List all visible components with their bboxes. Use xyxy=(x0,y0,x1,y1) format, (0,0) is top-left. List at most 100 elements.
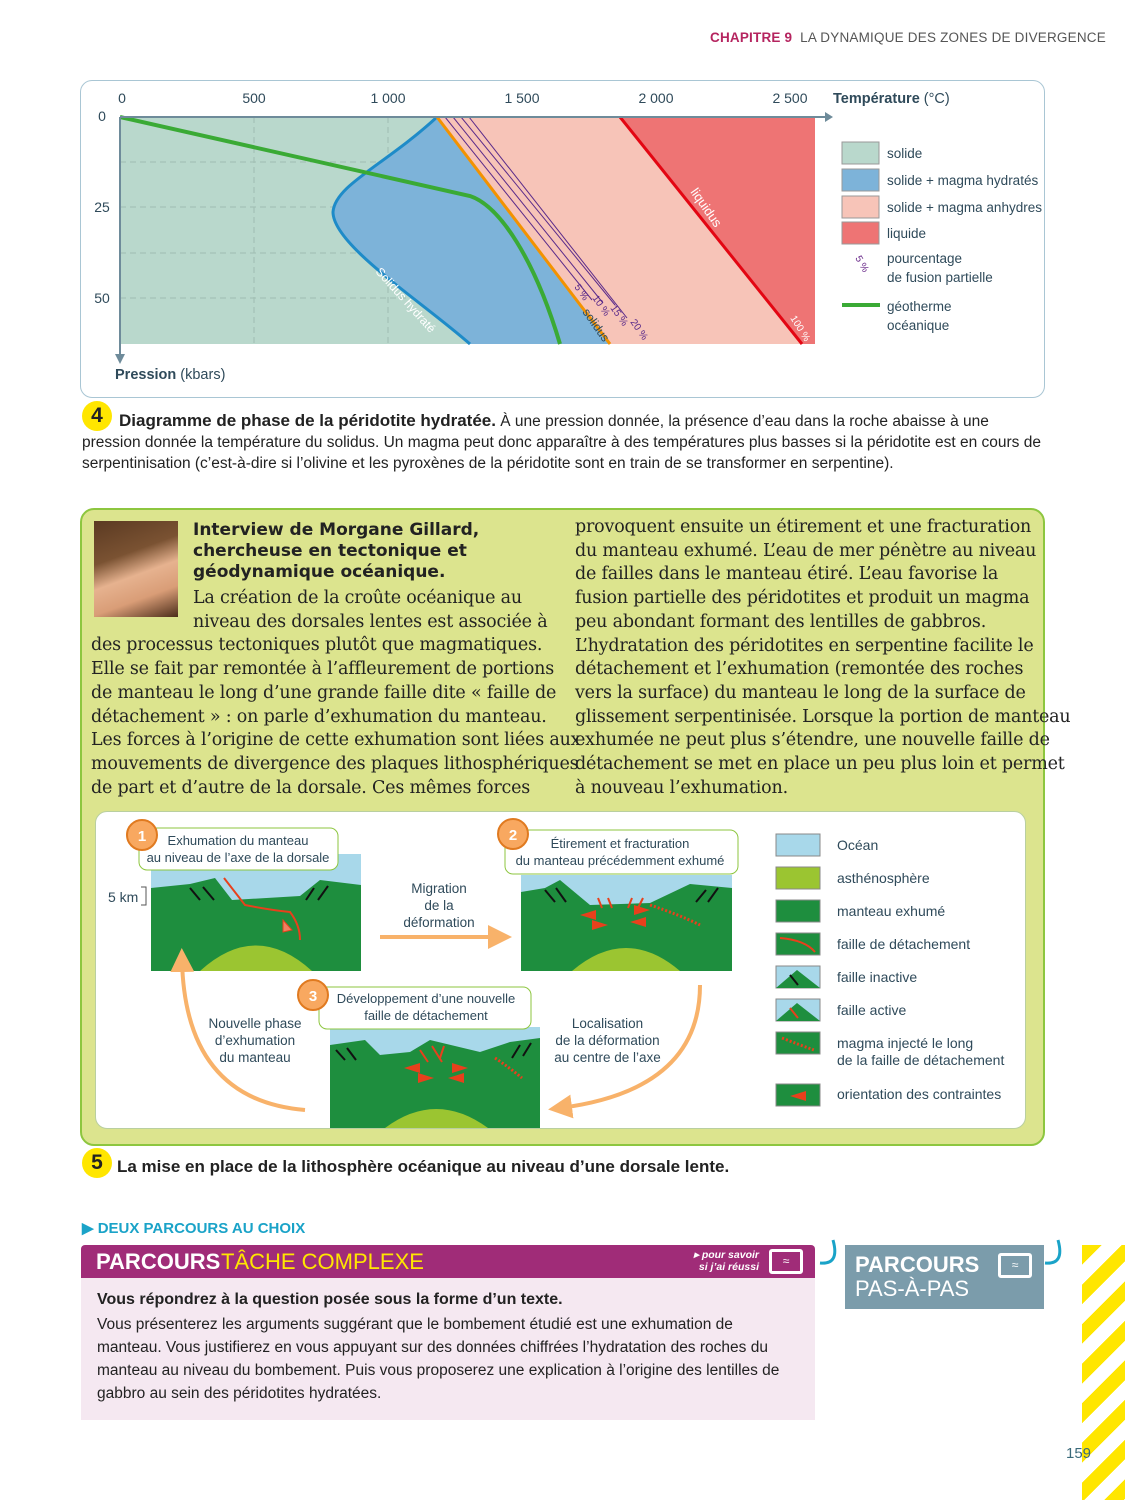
legend-label: Océan xyxy=(837,837,879,853)
solidus-curve xyxy=(435,116,612,345)
curved-arrow-icons xyxy=(819,1239,1062,1265)
text-line: géodynamique océanique. xyxy=(193,562,446,582)
legend-label: solide + magma hydratés xyxy=(887,173,1038,188)
text-line: détachement et l’exhumation (remontée de… xyxy=(575,659,1024,680)
self-check-link[interactable]: ▸ pour savoir si j’ai réussi xyxy=(693,1249,759,1273)
document-caption: Diagramme de phase de la péridotite hydr… xyxy=(82,410,1042,474)
parcours-complexe-body: Vous répondrez à la question posée sous … xyxy=(81,1278,815,1420)
panel-1 xyxy=(151,854,361,971)
text-line: du manteau exhumé. L’eau de mer pénètre … xyxy=(575,540,1037,561)
text-line: de part et d’autre de la dorsale. Ces mê… xyxy=(91,777,531,798)
legend-swatch-anhydres xyxy=(841,195,880,219)
legend-label: solide xyxy=(887,146,922,161)
text-line: vers la surface) du manteau le long de l… xyxy=(575,682,1026,703)
scale-bar xyxy=(141,886,147,906)
legend: solide solide + magma hydratés solide + … xyxy=(841,141,1042,333)
phase-diagram: 0 500 1 000 1 500 2 000 2 500 0 25 50 Te… xyxy=(94,90,1042,383)
portrait-photo xyxy=(94,521,178,617)
x-tick: 1 000 xyxy=(370,90,405,106)
text-line: glissement serpentinisée. Lorsque la por… xyxy=(575,706,1071,727)
caption-title: Diagramme de phase de la péridotite hydr… xyxy=(119,411,496,430)
x-tick: 2 000 xyxy=(638,90,673,106)
geotherme-curve xyxy=(119,115,562,345)
text-line: de failles dans le manteau étiré. L’eau … xyxy=(575,564,999,585)
step-1-box: 1 Exhumation du manteau au niveau de l’a… xyxy=(126,819,339,871)
text-line: détachement se met en place un peu plus … xyxy=(575,754,1065,774)
x-tick: 0 xyxy=(118,90,126,106)
chapter-header: CHAPITRE 9 LA DYNAMIQUE DES ZONES DE DIV… xyxy=(710,30,1106,45)
x-axis-arrow xyxy=(825,112,833,122)
x-tick: 500 xyxy=(242,90,266,106)
fusion-percentage-lines xyxy=(444,116,628,319)
step-title: faille de détachement xyxy=(364,1008,488,1023)
legend-swatch-liquide xyxy=(841,221,880,245)
legend-label: asthénosphère xyxy=(837,870,930,886)
legend-symbol-fusion: 5 % xyxy=(852,254,870,275)
step-number: 2 xyxy=(509,827,517,844)
y-axis-label: Pression (kbars) xyxy=(115,367,225,383)
text-line: exhumée ne peut plus s’étendre, une nouv… xyxy=(575,730,1050,751)
document-number-badge: 5 xyxy=(82,1148,112,1178)
legend-label: magma injecté le long de la faille de dét… xyxy=(837,1035,1005,1068)
parcours-title-light: TÂCHE COMPLEXE xyxy=(221,1249,424,1274)
text-line: à nouveau l’exhumation. xyxy=(575,777,788,798)
parcours-heading: ▶ DEUX PARCOURS AU CHOIX xyxy=(82,1220,306,1237)
text-line: mouvements de divergence des plaques lit… xyxy=(91,753,579,774)
legend-label: de fusion partielle xyxy=(887,270,993,285)
legend-label: faille de détachement xyxy=(837,936,971,952)
parcours-instructions: Vous présenterez les arguments suggérant… xyxy=(97,1316,780,1402)
text-line: Les forces à l’origine de cette exhumati… xyxy=(91,730,581,751)
text-line: L’hydratation des péridotites en serpent… xyxy=(575,635,1034,656)
text-line: peu abondant formant des lentilles de ga… xyxy=(575,611,987,632)
step-3-box: 3 Développement d’une nouvelle faille de… xyxy=(297,979,532,1030)
solidus-hydrate-curve xyxy=(331,115,471,346)
text-line: chercheuse en tectonique et xyxy=(193,541,467,561)
text-line: des processus tectoniques plutôt que mag… xyxy=(91,635,543,656)
liquidus-curve xyxy=(618,116,804,345)
chapter-number: CHAPITRE 9 xyxy=(710,30,793,45)
step-number: 1 xyxy=(138,828,146,845)
legend-label: géotherme xyxy=(887,299,952,314)
text-line: fusion partielle des péridotites et prod… xyxy=(575,588,1030,609)
pas-a-pas-title: PARCOURS xyxy=(855,1252,980,1277)
parcours-title-bold: PARCOURS xyxy=(96,1249,221,1274)
legend-swatch-hydrates xyxy=(841,168,880,192)
arrow-label-localisation: Localisation de la déformation au centre d… xyxy=(554,1016,661,1065)
step-title: au niveau de l’axe de la dorsale xyxy=(147,850,330,865)
legend-label: solide + magma anhydres xyxy=(887,200,1042,215)
legend-label: faille inactive xyxy=(837,969,918,985)
legend-swatch-solide xyxy=(841,141,880,165)
x-tick: 1 500 xyxy=(504,90,539,106)
panel-2 xyxy=(521,875,732,971)
legend-label: pourcentage xyxy=(887,251,962,266)
y-axis-arrow xyxy=(115,354,125,364)
scale-label: 5 km xyxy=(108,889,138,905)
parcours-complexe-bar[interactable]: PARCOURS TÂCHE COMPLEXE ▸ pour savoir si … xyxy=(81,1245,815,1278)
legend-label: liquide xyxy=(887,226,926,241)
document-number-badge: 4 xyxy=(82,401,112,431)
schema-legend-swatches xyxy=(775,833,821,1107)
legend-label: océanique xyxy=(887,318,949,333)
legend-label: orientation des contraintes xyxy=(837,1086,1002,1102)
step-title: Développement d’une nouvelle xyxy=(337,991,516,1006)
text-line: provoquent ensuite un étirement et une f… xyxy=(575,517,1032,537)
stress-arrow xyxy=(282,918,293,933)
laptop-wifi-icon[interactable]: ≈ xyxy=(769,1249,803,1274)
y-tick: 0 xyxy=(98,108,106,124)
arrow-label-migration: Migration de la déformation xyxy=(403,881,475,930)
parcours-pas-a-pas-button[interactable]: PARCOURS PAS-À-PAS ≈ xyxy=(845,1245,1044,1309)
step-2-box: 2 Étirement et fracturation du manteau p… xyxy=(497,818,739,875)
legend-label: manteau exhumé xyxy=(837,903,946,919)
y-tick: 25 xyxy=(94,199,110,215)
step-title: Étirement et fracturation xyxy=(551,836,690,851)
laptop-wifi-icon[interactable]: ≈ xyxy=(998,1253,1032,1278)
schema-diagram: 5 km 1 Exhumation du manteau au niveau d… xyxy=(108,818,821,1128)
decorative-stripes xyxy=(1082,1245,1125,1500)
document-caption: La mise en place de la lithosphère océan… xyxy=(117,1157,730,1176)
page-number: 159 xyxy=(1066,1445,1092,1462)
chapter-title: LA DYNAMIQUE DES ZONES DE DIVERGENCE xyxy=(800,30,1106,45)
phase-diagram-frame xyxy=(80,80,1045,398)
text-line: détachement » : on parle d’exhumation du… xyxy=(91,706,547,727)
step-title: du manteau précédemment exhumé xyxy=(516,853,725,868)
region-liquide xyxy=(620,117,815,344)
